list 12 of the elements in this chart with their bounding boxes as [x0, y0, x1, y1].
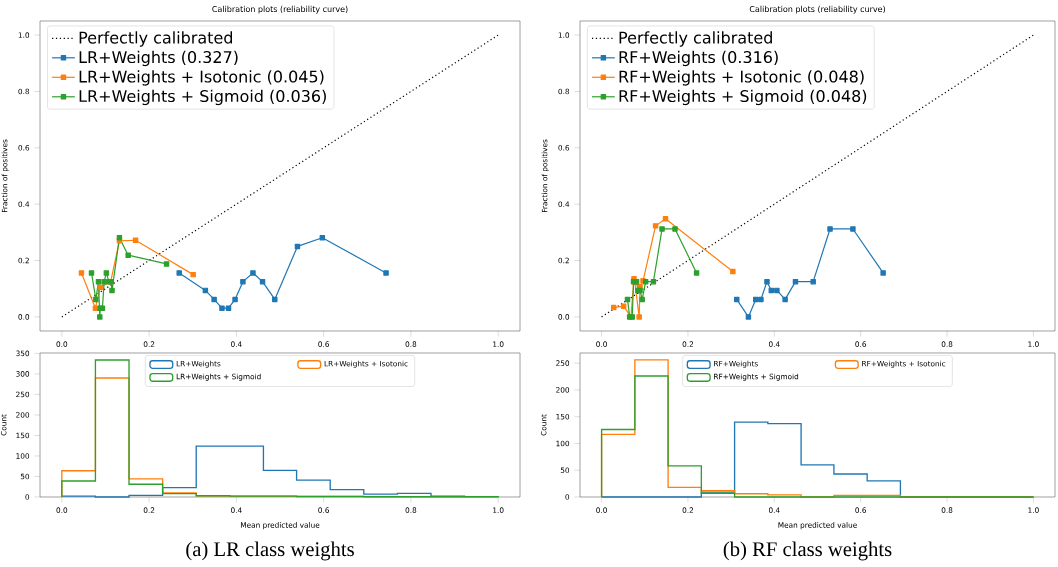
legend-label: RF+Weights + Isotonic (0.048) [619, 70, 864, 86]
legend-label: Perfectly calibrated [79, 31, 232, 47]
text: (a) LR class weights [186, 541, 354, 561]
legend-label: RF+Weights + Sigmoid (0.048) [619, 89, 867, 106]
chart-title: Calibration plots (reliability curve) [749, 5, 885, 14]
legend-label: LR+Weights + Isotonic (0.045) [79, 70, 324, 86]
chart-title: Calibration plots (reliability curve) [212, 5, 348, 14]
text: (b) RF class weights [723, 541, 892, 561]
legend-label: LR+Weights + Sigmoid (0.036) [79, 89, 326, 106]
legend-label: RF+Weights (0.316) [619, 50, 778, 67]
legend-label: Perfectly calibrated [619, 31, 772, 47]
legend-label: LR+Weights (0.327) [79, 50, 238, 67]
